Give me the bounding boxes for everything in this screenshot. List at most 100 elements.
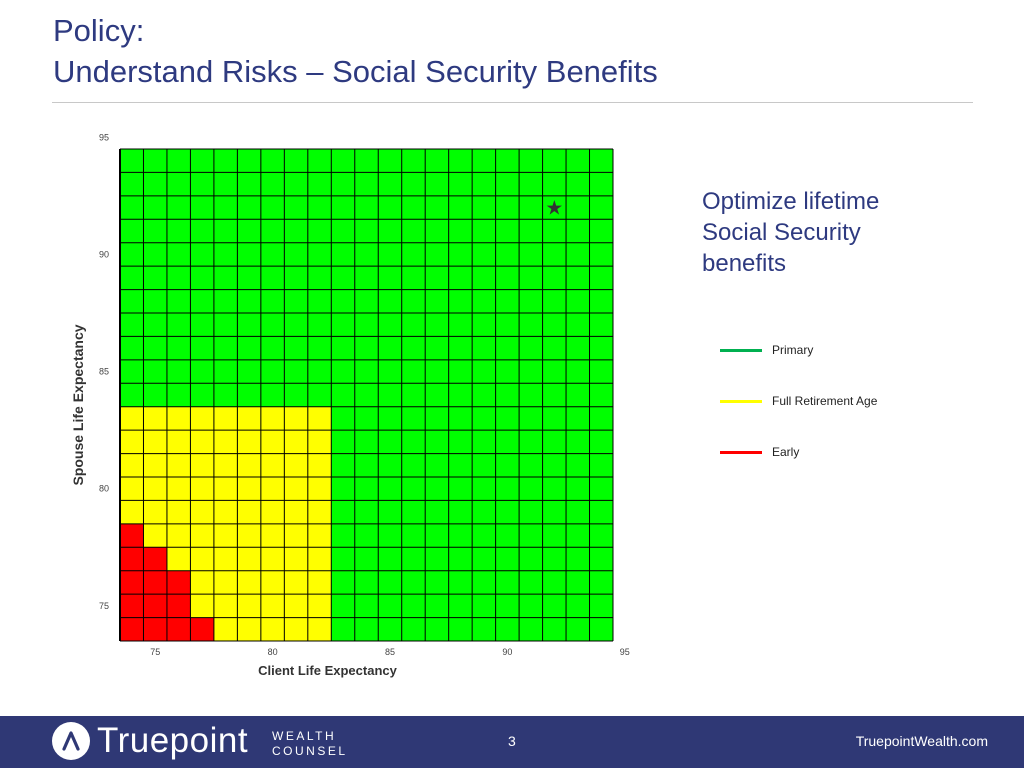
heatmap-cell: [354, 617, 379, 641]
heatmap-cell: [307, 570, 332, 595]
y-tick-label: 75: [99, 601, 109, 611]
heatmap-cell: [120, 313, 144, 337]
heatmap-cell: [519, 289, 543, 313]
heatmap-cell: [260, 195, 285, 220]
heatmap-cell: [331, 523, 355, 548]
heatmap-cell: [566, 195, 590, 220]
heatmap-cell: [190, 336, 214, 360]
heatmap-cell: [589, 313, 613, 337]
heatmap-cell: [284, 219, 308, 243]
heatmap-cell: [542, 523, 567, 548]
heatmap-cell: [401, 172, 426, 196]
heatmap-cell: [260, 570, 285, 595]
heatmap-cell: [143, 336, 167, 360]
heatmap-cell: [166, 359, 191, 384]
heatmap-cell: [378, 570, 402, 595]
heatmap-cell: [472, 266, 496, 290]
heatmap-cell: [401, 383, 426, 407]
heatmap-cell: [166, 195, 191, 220]
heatmap-cell: [472, 523, 496, 548]
x-tick-label: 85: [385, 647, 395, 657]
heatmap-cell: [213, 313, 238, 337]
heatmap-cell: [237, 219, 261, 243]
heatmap-cell: [401, 617, 426, 641]
heatmap-cell: [213, 594, 238, 618]
heatmap-cell: [495, 523, 520, 548]
heatmap-cell: [284, 195, 308, 220]
heatmap-cell: [378, 242, 402, 267]
heatmap-cell: [542, 570, 567, 595]
heatmap-cell: [260, 594, 285, 618]
heatmap-cell: [472, 242, 496, 267]
heatmap-cell: [307, 500, 332, 524]
heatmap-cell: [448, 500, 473, 524]
heatmap-cell: [448, 383, 473, 407]
heatmap-cell: [120, 266, 144, 290]
heatmap-cell: [331, 336, 355, 360]
heatmap-cell: [307, 266, 332, 290]
heatmap-cell: [260, 242, 285, 267]
heatmap-cell: [589, 266, 613, 290]
heatmap-cell: [519, 406, 543, 431]
heatmap-cell: [542, 242, 567, 267]
heatmap-cell: [166, 242, 191, 267]
heatmap-cell: [448, 477, 473, 501]
heatmap-cell: [331, 172, 355, 196]
heatmap-cell: [237, 500, 261, 524]
heatmap-cell: [378, 547, 402, 571]
heatmap-cell: [472, 406, 496, 431]
heatmap-cell: [589, 289, 613, 313]
heatmap-cell: [425, 570, 449, 595]
heatmap-cell: [448, 289, 473, 313]
heatmap-cell: [237, 383, 261, 407]
heatmap-cell: [401, 500, 426, 524]
heatmap-cell: [331, 149, 355, 173]
heatmap-cell: [237, 313, 261, 337]
heatmap-cell: [566, 313, 590, 337]
heatmap-cell: [425, 313, 449, 337]
heatmap-cell: [120, 453, 144, 477]
heatmap-cell: [425, 149, 449, 173]
heatmap-cell: [143, 242, 167, 267]
heatmap-cell: [190, 523, 214, 548]
heatmap-cell: [472, 617, 496, 641]
heatmap-cell: [284, 547, 308, 571]
heatmap-cell: [284, 477, 308, 501]
heatmap-cell: [331, 219, 355, 243]
heatmap-cell: [354, 453, 379, 477]
heatmap-cell: [519, 500, 543, 524]
heatmap-cell: [213, 523, 238, 548]
heatmap-cell: [495, 477, 520, 501]
heatmap-cell: [589, 453, 613, 477]
heatmap-cell: [354, 430, 379, 454]
heatmap-cell: [542, 500, 567, 524]
heatmap-cell: [190, 219, 214, 243]
heatmap-cell: [237, 430, 261, 454]
heatmap-cell: [284, 523, 308, 548]
heatmap-cell: [284, 149, 308, 173]
page-number: 3: [508, 733, 516, 749]
heatmap-cell: [472, 289, 496, 313]
heatmap-cell: [472, 430, 496, 454]
legend-swatch-early: [720, 451, 762, 454]
heatmap-cell: [378, 313, 402, 337]
heatmap-cell: [542, 359, 567, 384]
heatmap-cell: [190, 266, 214, 290]
heatmap-cell: [519, 172, 543, 196]
heatmap-cell: [190, 570, 214, 595]
heatmap-cell: [213, 242, 238, 267]
heatmap-cell: [519, 547, 543, 571]
heatmap-cell: [213, 172, 238, 196]
heatmap-cell: [448, 570, 473, 595]
heatmap-cell: [472, 359, 496, 384]
heatmap-cell: [331, 242, 355, 267]
heatmap-cell: [495, 383, 520, 407]
heatmap-cell: [401, 406, 426, 431]
heatmap-cell: [237, 477, 261, 501]
heatmap-cell: [378, 430, 402, 454]
heatmap-cell: [448, 617, 473, 641]
heatmap-cell: [166, 523, 191, 548]
heatmap-cell: [495, 289, 520, 313]
heatmap-cell: [519, 313, 543, 337]
heatmap-cell: [472, 500, 496, 524]
